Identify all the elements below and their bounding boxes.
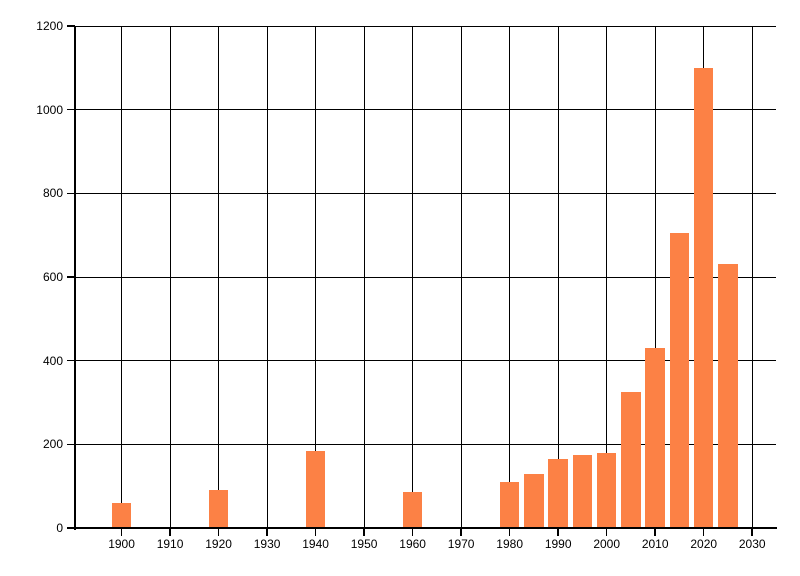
x-tick-label: 1970 — [447, 536, 475, 551]
y-tick-label: 200 — [42, 437, 63, 452]
x-axis-line — [73, 527, 777, 529]
x-tick-label: 2000 — [593, 536, 621, 551]
y-tick-label: 1200 — [36, 19, 63, 33]
x-tick-label: 1980 — [496, 536, 523, 551]
y-tick-label: 0 — [56, 521, 63, 535]
y-tick — [66, 443, 75, 446]
x-tick — [557, 528, 559, 536]
v-gridline — [363, 26, 365, 528]
y-tick-label: 600 — [42, 270, 63, 284]
x-tick-label: 2030 — [738, 536, 766, 551]
h-gridline — [74, 25, 776, 27]
h-gridline — [74, 192, 776, 194]
x-tick — [411, 528, 414, 536]
x-tick-label: 2020 — [690, 536, 718, 551]
y-tick-label: 800 — [42, 186, 63, 201]
bar-2005 — [621, 392, 641, 528]
x-tick — [169, 528, 171, 536]
y-axis-line — [73, 26, 76, 530]
v-gridline — [412, 26, 414, 528]
bar-1920 — [208, 490, 229, 528]
y-tick-label: 1000 — [36, 102, 63, 117]
x-tick-label: 1940 — [302, 536, 329, 551]
bar-2020 — [693, 67, 714, 528]
x-tick — [314, 528, 317, 536]
y-tick — [66, 192, 75, 195]
v-gridline — [121, 26, 123, 528]
x-tick-label: 1930 — [253, 536, 281, 551]
bar-1980 — [499, 481, 520, 528]
x-tick-label: 1950 — [350, 536, 378, 551]
v-gridline — [169, 26, 171, 528]
y-tick — [66, 108, 75, 111]
x-tick-label: 1900 — [108, 536, 135, 551]
bar-2025 — [718, 264, 738, 528]
bar-1940 — [305, 450, 326, 528]
bar-1990 — [548, 458, 568, 528]
h-gridline — [74, 443, 776, 445]
y-tick — [66, 359, 75, 362]
h-gridline — [74, 276, 776, 278]
x-tick — [605, 528, 608, 536]
y-tick — [66, 25, 75, 27]
x-tick-label: 1920 — [205, 536, 232, 551]
v-gridline — [460, 26, 462, 528]
x-tick — [508, 528, 511, 536]
y-tick — [66, 527, 75, 529]
x-tick — [654, 528, 656, 536]
v-gridline — [751, 26, 753, 528]
h-gridline — [74, 109, 776, 111]
x-tick — [460, 528, 462, 536]
v-gridline — [654, 26, 656, 528]
bar-1960 — [402, 492, 423, 528]
x-tick-label: 2010 — [641, 536, 669, 551]
x-tick — [120, 528, 123, 536]
v-gridline — [266, 26, 268, 528]
x-tick-label: 1990 — [544, 536, 572, 551]
x-tick — [266, 528, 268, 536]
v-gridline — [218, 26, 220, 528]
bar-1995 — [572, 454, 593, 528]
x-tick — [702, 528, 705, 536]
v-gridline — [509, 26, 511, 528]
h-gridline — [74, 360, 776, 362]
y-tick — [66, 276, 75, 278]
y-tick-label: 400 — [42, 353, 63, 368]
v-gridline — [557, 26, 559, 528]
bar-2015 — [669, 233, 690, 528]
x-tick-label: 1910 — [156, 536, 184, 551]
x-tick — [217, 528, 220, 536]
x-tick — [363, 528, 365, 536]
bar-2000 — [596, 452, 617, 528]
x-tick — [751, 528, 753, 536]
bar-1985 — [524, 473, 544, 528]
x-tick-label: 1960 — [399, 536, 426, 551]
v-gridline — [315, 26, 317, 528]
bar-2010 — [645, 348, 665, 528]
bar-1900 — [111, 502, 132, 528]
v-gridline — [606, 26, 608, 528]
